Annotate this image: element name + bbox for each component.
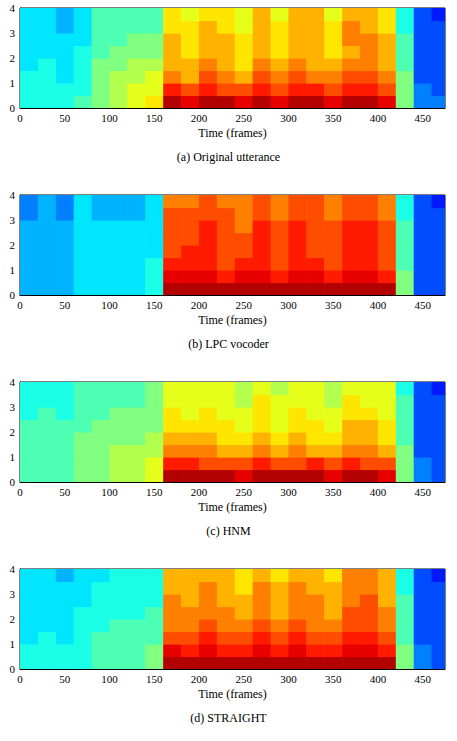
svg-text:350: 350 [325,486,342,498]
svg-text:150: 150 [146,673,163,685]
svg-text:0: 0 [17,673,23,685]
svg-text:4: 4 [10,189,16,201]
svg-text:150: 150 [146,112,163,124]
svg-text:(d) STRAIGHT: (d) STRAIGHT [190,711,267,725]
svg-text:0: 0 [10,102,16,114]
svg-text:450: 450 [414,673,431,685]
svg-text:100: 100 [101,112,118,124]
svg-text:450: 450 [414,486,431,498]
svg-text:300: 300 [280,112,297,124]
svg-text:50: 50 [59,112,71,124]
svg-text:Time (frames): Time (frames) [198,687,267,701]
svg-text:400: 400 [370,299,387,311]
svg-text:50: 50 [59,486,71,498]
svg-text:0: 0 [17,299,23,311]
svg-text:400: 400 [370,486,387,498]
svg-text:1: 1 [10,77,16,89]
svg-text:1: 1 [10,264,16,276]
svg-text:0: 0 [10,289,16,301]
svg-text:200: 200 [191,112,208,124]
svg-text:300: 300 [280,486,297,498]
svg-text:200: 200 [191,299,208,311]
svg-text:200: 200 [191,486,208,498]
svg-text:0: 0 [10,663,16,675]
svg-text:150: 150 [146,299,163,311]
svg-text:450: 450 [414,112,431,124]
svg-text:0: 0 [10,476,16,488]
svg-text:(b) LPC vocoder: (b) LPC vocoder [188,337,269,351]
svg-text:(c) HNM: (c) HNM [206,524,251,538]
svg-text:3: 3 [10,588,16,600]
svg-text:4: 4 [10,563,16,575]
svg-text:50: 50 [59,673,71,685]
svg-text:200: 200 [191,673,208,685]
svg-text:100: 100 [101,486,118,498]
svg-text:2: 2 [10,52,16,64]
svg-text:250: 250 [235,112,252,124]
svg-text:350: 350 [325,673,342,685]
svg-text:2: 2 [10,239,16,251]
svg-text:250: 250 [235,299,252,311]
svg-text:100: 100 [101,673,118,685]
svg-text:450: 450 [414,299,431,311]
svg-text:150: 150 [146,486,163,498]
svg-text:350: 350 [325,112,342,124]
svg-text:400: 400 [370,673,387,685]
svg-text:(a) Original utterance: (a) Original utterance [177,150,280,164]
svg-text:100: 100 [101,299,118,311]
svg-text:1: 1 [10,451,16,463]
svg-text:1: 1 [10,638,16,650]
svg-text:50: 50 [59,299,71,311]
svg-text:3: 3 [10,401,16,413]
svg-text:Time (frames): Time (frames) [198,500,267,514]
svg-text:4: 4 [10,2,16,14]
svg-text:4: 4 [10,376,16,388]
svg-text:0: 0 [17,486,23,498]
svg-text:Time (frames): Time (frames) [198,313,267,327]
svg-text:250: 250 [235,486,252,498]
svg-text:Time (frames): Time (frames) [198,126,267,140]
svg-text:0: 0 [17,112,23,124]
svg-text:300: 300 [280,299,297,311]
svg-text:250: 250 [235,673,252,685]
svg-text:350: 350 [325,299,342,311]
svg-text:3: 3 [10,27,16,39]
svg-text:2: 2 [10,613,16,625]
svg-text:3: 3 [10,214,16,226]
svg-text:2: 2 [10,426,16,438]
svg-text:400: 400 [370,112,387,124]
svg-text:300: 300 [280,673,297,685]
